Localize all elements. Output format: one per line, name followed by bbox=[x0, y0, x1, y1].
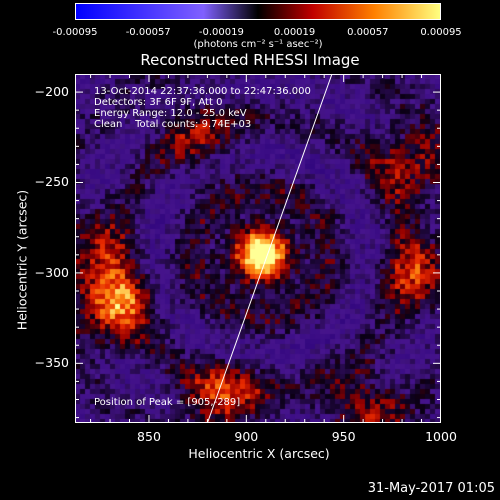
datestamp: 31-May-2017 01:05 bbox=[367, 481, 495, 496]
x-tick-label: 900 bbox=[234, 429, 259, 444]
colorbar-tick-label: 0.00095 bbox=[420, 27, 462, 38]
colorbar-tick-label: -0.00095 bbox=[52, 27, 98, 38]
x-tick-label: 850 bbox=[137, 429, 161, 444]
plot-border bbox=[75, 74, 441, 423]
y-tick-label: −350 bbox=[34, 355, 69, 371]
colorbar-tick-label: -0.00019 bbox=[198, 27, 244, 38]
energy-range-label: Energy Range: 12.0 - 25.0 keV bbox=[94, 108, 247, 119]
plot-area: 13-Oct-2014 22:37:36.000 to 22:47:36.000… bbox=[75, 74, 441, 423]
x-tick-label: 1000 bbox=[425, 429, 457, 444]
x-axis-label: Heliocentric X (arcsec) bbox=[188, 446, 330, 461]
colorbar-tick-label: 0.00057 bbox=[347, 27, 389, 38]
time-range-label: 13-Oct-2014 22:37:36.000 to 22:47:36.000 bbox=[94, 86, 311, 97]
peak-position-label: Position of Peak = [905,-289] bbox=[94, 397, 241, 408]
colorbar-tick-label: 0.00019 bbox=[273, 27, 316, 38]
y-tick-label: −250 bbox=[34, 174, 69, 190]
heatmap-image bbox=[75, 74, 441, 423]
x-tick-label: 950 bbox=[331, 429, 356, 444]
detectors-label: Detectors: 3F 6F 9F, Att 0 bbox=[94, 97, 223, 108]
clean-counts-label: Clean Total counts: 9.74E+03 bbox=[94, 119, 252, 130]
y-axis-label: Heliocentric Y (arcsec) bbox=[14, 189, 30, 331]
colorbar bbox=[75, 3, 441, 20]
y-tick-label: −200 bbox=[34, 84, 69, 100]
solar-limb-line bbox=[206, 74, 333, 423]
colorbar-tick-label: -0.00057 bbox=[125, 27, 171, 38]
colorbar-unit-label: (photons cm⁻² s⁻¹ asec⁻²) bbox=[193, 39, 323, 50]
plot-overlay bbox=[75, 74, 441, 423]
y-tick-label: −300 bbox=[34, 264, 69, 280]
chart-title: Reconstructed RHESSI Image bbox=[140, 51, 360, 69]
